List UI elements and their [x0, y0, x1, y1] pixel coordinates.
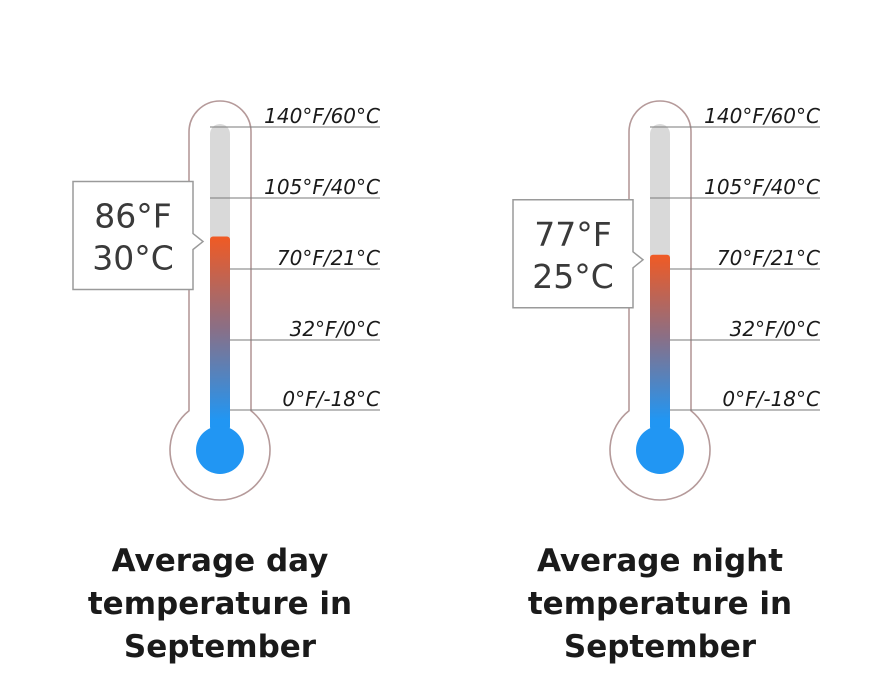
thermometer-bulb: [636, 426, 684, 474]
scale-tick-label: 105°F/40°C: [704, 175, 820, 199]
scale-tick-label: 140°F/60°C: [264, 104, 380, 128]
value-callout: [72, 180, 205, 291]
scale-tick-label: 70°F/21°C: [717, 246, 820, 270]
mercury-column: [210, 236, 230, 430]
thermometer-night: 140°F/60°C 105°F/40°C 70°F/21°C 32°F/0°C 0°F…: [512, 100, 820, 501]
scale-tick-label: 0°F/-18°C: [722, 387, 820, 411]
caption-line: Average day: [111, 543, 329, 579]
thermometer-bulb: [196, 426, 244, 474]
value-fahrenheit: 77°F: [534, 215, 611, 254]
scale-tick-label: 105°F/40°C: [264, 175, 380, 199]
night-chart-caption: Average night temperature in September: [500, 540, 820, 669]
value-celsius: 30°C: [92, 239, 174, 278]
scale-tick-label: 70°F/21°C: [277, 246, 380, 270]
scale-tick-label: 140°F/60°C: [704, 104, 820, 128]
scale-tick-label: 32°F/0°C: [290, 317, 380, 341]
value-celsius: 25°C: [532, 257, 614, 296]
scale-tick-label: 0°F/-18°C: [282, 387, 380, 411]
thermometer-day: 140°F/60°C 105°F/40°C 70°F/21°C 32°F/0°C 0°F…: [72, 100, 380, 501]
value-fahrenheit: 86°F: [94, 197, 171, 236]
scale-tick-label: 32°F/0°C: [730, 317, 820, 341]
caption-line: September: [123, 629, 317, 665]
value-callout: [512, 199, 645, 309]
caption-line: temperature in: [527, 586, 793, 622]
mercury-column: [650, 254, 670, 430]
day-chart-caption: Average day temperature in September: [60, 540, 380, 669]
caption-line: September: [563, 629, 757, 665]
caption-line: Average night: [536, 543, 784, 579]
caption-line: temperature in: [87, 586, 353, 622]
